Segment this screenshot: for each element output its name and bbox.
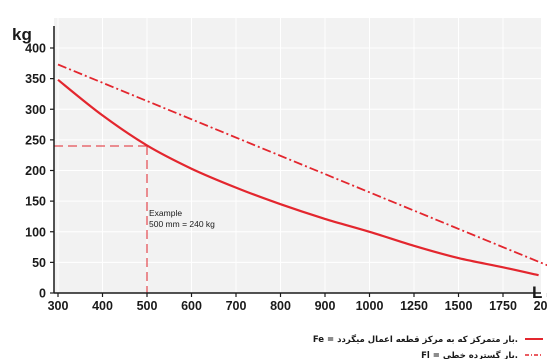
x-tick-label-6: 900 xyxy=(315,299,336,313)
x-tick-label-2: 500 xyxy=(137,299,158,313)
annotation: Example 500 mm = 240 kg xyxy=(149,208,215,229)
y-tick-label-7: 350 xyxy=(25,72,46,86)
x-tick-label-5: 800 xyxy=(270,299,291,313)
x-tick-label-1: 400 xyxy=(92,299,113,313)
annotation-line-2: 500 mm = 240 kg xyxy=(149,219,215,229)
y-tick-label-2: 100 xyxy=(25,225,46,239)
y-tick-label-5: 250 xyxy=(25,133,46,147)
y-tick-label-3: 150 xyxy=(25,195,46,209)
x-tick-label-0: 300 xyxy=(48,299,69,313)
legend-item-fe: Fe = بار متمرکز که به مرکز قطعه اعمال می… xyxy=(313,334,518,345)
x-tick-label-10: 1750 xyxy=(489,299,517,313)
x-tick-label-4: 700 xyxy=(226,299,247,313)
x-tick-label-8: 1250 xyxy=(400,299,428,313)
y-tick-label-1: 50 xyxy=(32,256,46,270)
y-tick-label-0: 0 xyxy=(39,287,46,301)
y-axis-label: kg xyxy=(12,25,32,44)
series-line-1 xyxy=(57,63,547,267)
x-tick-label-11: 2000 xyxy=(534,299,547,313)
x-axis-label: L xyxy=(532,283,542,302)
series-line-0 xyxy=(57,78,539,277)
x-tick-label-7: 1000 xyxy=(356,299,384,313)
legend: Fe = بار متمرکز که به مرکز قطعه اعمال می… xyxy=(313,334,543,359)
x-tick-label-9: 1500 xyxy=(445,299,473,313)
y-tick-label-4: 200 xyxy=(25,164,46,178)
legend-item-fl: Fl = بار گسترده خطی. xyxy=(421,350,518,359)
plot-area xyxy=(54,18,541,293)
annotation-line-1: Example xyxy=(149,208,182,218)
y-tick-label-8: 400 xyxy=(25,42,46,56)
x-tick-label-3: 600 xyxy=(181,299,202,313)
y-tick-label-6: 300 xyxy=(25,103,46,117)
